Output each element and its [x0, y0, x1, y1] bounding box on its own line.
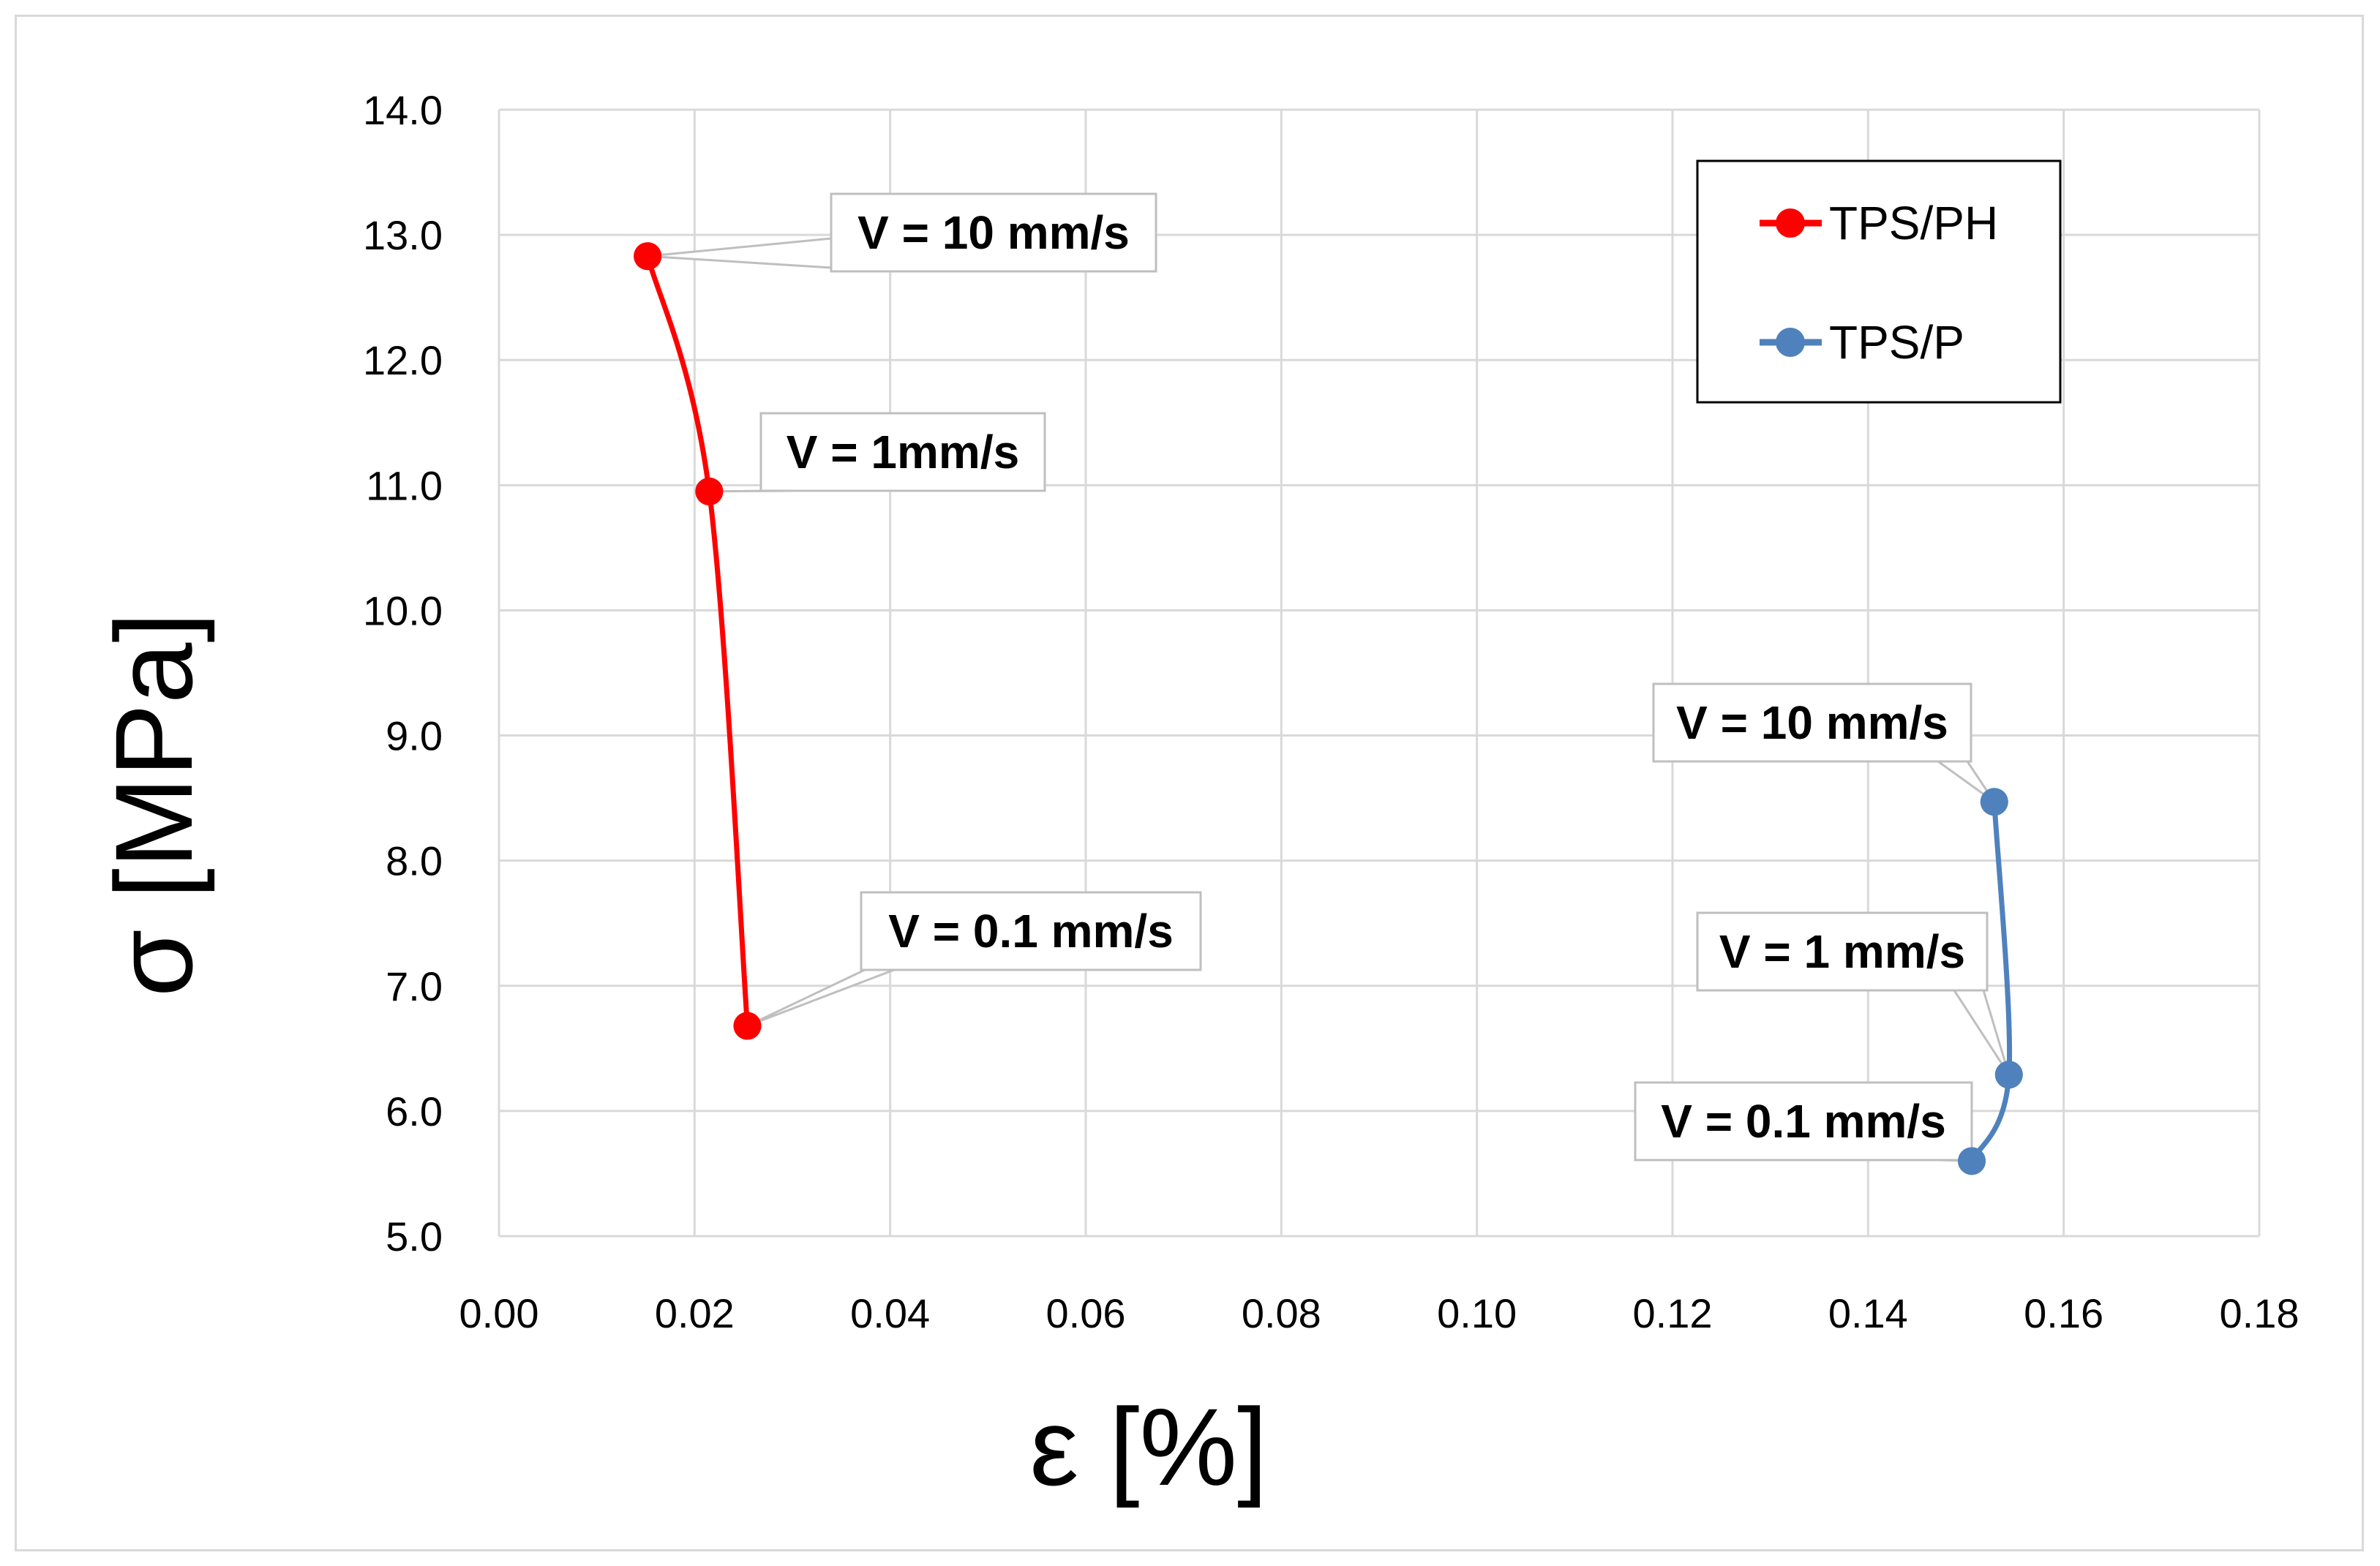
y-tick-label: 11.0: [366, 462, 443, 508]
legend-box: [1696, 159, 2062, 404]
legend: TPS/PH TPS/P: [1696, 159, 2062, 404]
y-tick-label: 8.0: [386, 838, 443, 884]
y-tick-label: 12.0: [363, 337, 443, 383]
x-tick-label: 0.02: [655, 1290, 735, 1336]
legend-marker-tps-ph: [1776, 208, 1805, 238]
annotation-box: [1696, 911, 1989, 992]
annotation-box: [830, 192, 1157, 273]
data-point-tps-ph: [634, 242, 662, 271]
annotation-box: [759, 412, 1046, 492]
annotation-label: V = 1mm/s: [787, 426, 1019, 478]
legend-label-tps-ph: TPS/PH: [1829, 197, 1998, 249]
annotation-label: V = 0.1 mm/s: [1661, 1095, 1946, 1148]
series-line-tps-p: [1969, 802, 2013, 1162]
annotation-leader: [647, 237, 833, 269]
y-axis-title: σ [MPa]: [92, 612, 215, 997]
annotation-box: [1634, 1081, 1973, 1162]
x-tick-labels: 0.00 0.02 0.04 0.06 0.08 0.10 0.12 0.14 0.16 0.18: [459, 1290, 2300, 1336]
legend-marker-tps-p: [1776, 328, 1805, 357]
series-line-tps-ph: [645, 255, 751, 1026]
x-tick-label: 0.14: [1828, 1290, 1908, 1336]
annotation-label: V = 0.1 mm/s: [888, 905, 1174, 957]
data-point-tps-ph: [733, 1012, 762, 1040]
y-tick-label: 5.0: [386, 1213, 443, 1260]
x-tick-label: 0.16: [2024, 1290, 2103, 1336]
annotation-leader: [1952, 989, 2011, 1076]
x-tick-label: 0.06: [1046, 1290, 1126, 1336]
y-tick-label: 9.0: [386, 713, 443, 759]
x-tick-label: 0.08: [1242, 1290, 1321, 1336]
y-tick-label: 7.0: [386, 963, 443, 1009]
x-tick-label: 0.10: [1437, 1290, 1517, 1336]
annotations-layer: V = 10 mm/s V = 1mm/s V = 0.1 mm/s V = 10 m…: [634, 192, 2023, 1175]
y-tick-label: 13.0: [363, 212, 443, 258]
annotation-leader: [746, 968, 895, 1027]
annotation-label: V = 1 mm/s: [1719, 925, 1965, 978]
data-point-tps-p: [1980, 788, 2008, 816]
annotation-label: V = 10 mm/s: [1676, 696, 1948, 749]
x-tick-label: 0.18: [2220, 1290, 2300, 1336]
x-tick-label: 0.04: [850, 1290, 930, 1336]
annotation-box: [860, 891, 1202, 971]
legend-label-tps-p: TPS/P: [1829, 316, 1964, 369]
data-point-tps-p: [1958, 1147, 1986, 1175]
x-tick-label: 0.12: [1633, 1290, 1713, 1336]
y-tick-labels: 5.0 6.0 7.0 8.0 9.0 10.0 11.0 12.0 13.0 14.0: [363, 87, 443, 1260]
x-tick-label: 0.00: [459, 1290, 539, 1336]
data-point-tps-p: [1994, 1061, 2023, 1089]
x-axis-title: ε [%]: [1029, 1385, 1267, 1508]
gridlines: [498, 108, 2261, 1238]
annotation-box: [1652, 682, 1972, 763]
y-tick-label: 10.0: [363, 587, 443, 633]
data-point-tps-ph: [695, 477, 724, 505]
y-tick-label: 6.0: [386, 1088, 443, 1134]
y-tick-label: 14.0: [363, 87, 443, 133]
annotation-label: V = 10 mm/s: [857, 206, 1130, 259]
